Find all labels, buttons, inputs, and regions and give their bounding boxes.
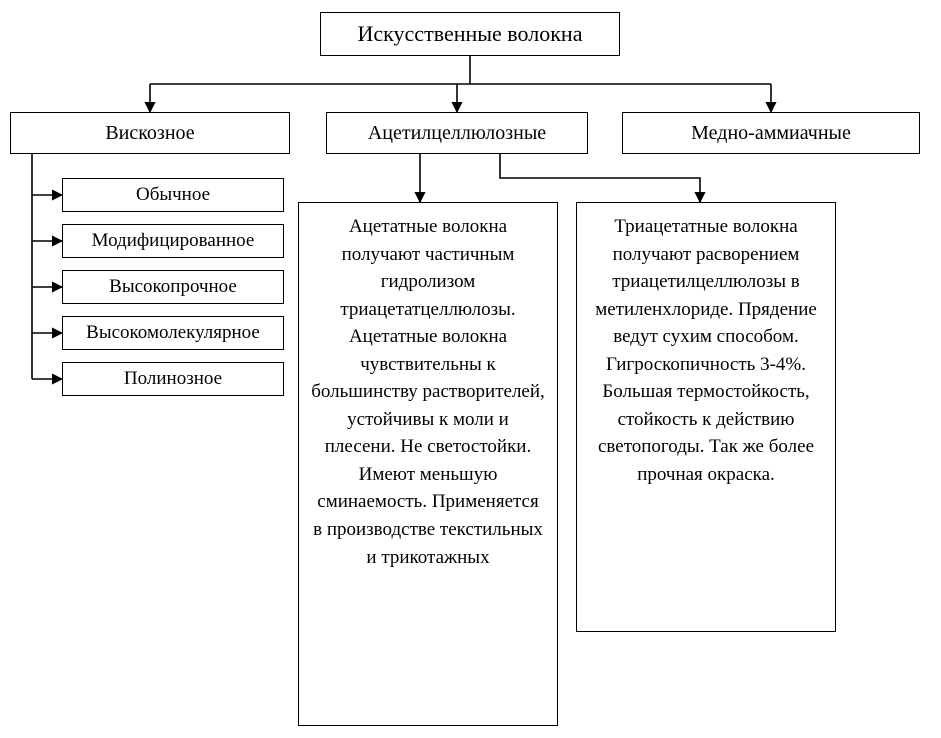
root-label: Искусственные волокна: [358, 21, 583, 47]
node-acetyl-label: Ацетилцеллюлозные: [368, 122, 546, 145]
viscose-sub-1-label: Модифицированное: [92, 230, 255, 252]
viscose-sub-0: Обычное: [62, 178, 284, 212]
viscose-sub-4-label: Полинозное: [124, 368, 222, 390]
acetyl-desc-1: Триацетатные волокна получают расворение…: [576, 202, 836, 632]
acetyl-desc-1-text: Триацетатные волокна получают расворение…: [595, 216, 817, 485]
node-copper-label: Медно-аммиачные: [691, 122, 851, 145]
node-acetyl: Ацетилцеллюлозные: [326, 112, 588, 154]
viscose-sub-2: Высокопрочное: [62, 270, 284, 304]
node-copper: Медно-аммиачные: [622, 112, 920, 154]
acetyl-desc-0: Ацетатные волокна получают частичным гид…: [298, 202, 558, 726]
node-viscose: Вискозное: [10, 112, 290, 154]
viscose-sub-1: Модифицированное: [62, 224, 284, 258]
viscose-sub-2-label: Высокопрочное: [109, 276, 237, 298]
root-node: Искусственные волокна: [320, 12, 620, 56]
viscose-sub-3-label: Высокомолекулярное: [86, 322, 260, 344]
acetyl-desc-0-text: Ацетатные волокна получают частичным гид…: [311, 216, 545, 568]
viscose-sub-0-label: Обычное: [136, 184, 210, 206]
viscose-sub-3: Высокомолекулярное: [62, 316, 284, 350]
viscose-sub-4: Полинозное: [62, 362, 284, 396]
node-viscose-label: Вискозное: [105, 122, 194, 145]
